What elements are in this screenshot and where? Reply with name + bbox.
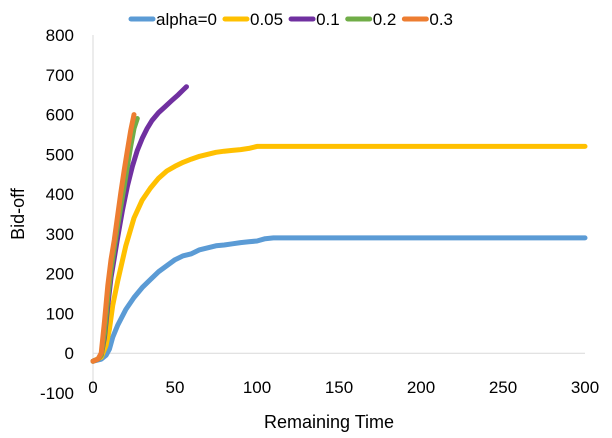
legend-label-0-1: 0.1 — [316, 10, 340, 29]
y-axis-title: Bid-off — [8, 187, 28, 240]
x-tick-label: 50 — [166, 378, 185, 397]
legend-label-0-2: 0.2 — [373, 10, 397, 29]
x-tick-label: 150 — [325, 378, 353, 397]
y-tick-label: 200 — [46, 265, 74, 284]
x-axis-title: Remaining Time — [264, 412, 394, 432]
x-tick-label: 100 — [243, 378, 271, 397]
legend-label-alpha-0: alpha=0 — [156, 10, 217, 29]
y-tick-label: 0 — [65, 344, 74, 363]
y-tick-label: -100 — [40, 384, 74, 403]
series-line-0-3 — [90, 112, 137, 364]
legend-label-0-3: 0.3 — [429, 10, 453, 29]
x-tick-label: 0 — [88, 378, 97, 397]
legend-label-0-05: 0.05 — [250, 10, 283, 29]
legend: alpha=0 0.05 0.1 0.2 0.3 — [128, 10, 453, 29]
x-tick-label: 300 — [571, 378, 599, 397]
series-line-alpha-0 — [90, 235, 588, 364]
y-tick-label: 400 — [46, 185, 74, 204]
y-tick-label: 100 — [46, 304, 74, 323]
y-tick-label: 800 — [46, 26, 74, 45]
series-layer — [90, 84, 588, 364]
x-tick-label: 200 — [407, 378, 435, 397]
x-tick-label: 250 — [489, 378, 517, 397]
y-tick-label: 300 — [46, 225, 74, 244]
y-tick-label: 700 — [46, 66, 74, 85]
y-tick-label: 600 — [46, 106, 74, 125]
y-tick-label: 500 — [46, 145, 74, 164]
axes: -100 0 100 200 300 400 500 600 700 800 0 50 100 150 20… — [40, 26, 599, 403]
series-line-0-05 — [90, 143, 588, 364]
